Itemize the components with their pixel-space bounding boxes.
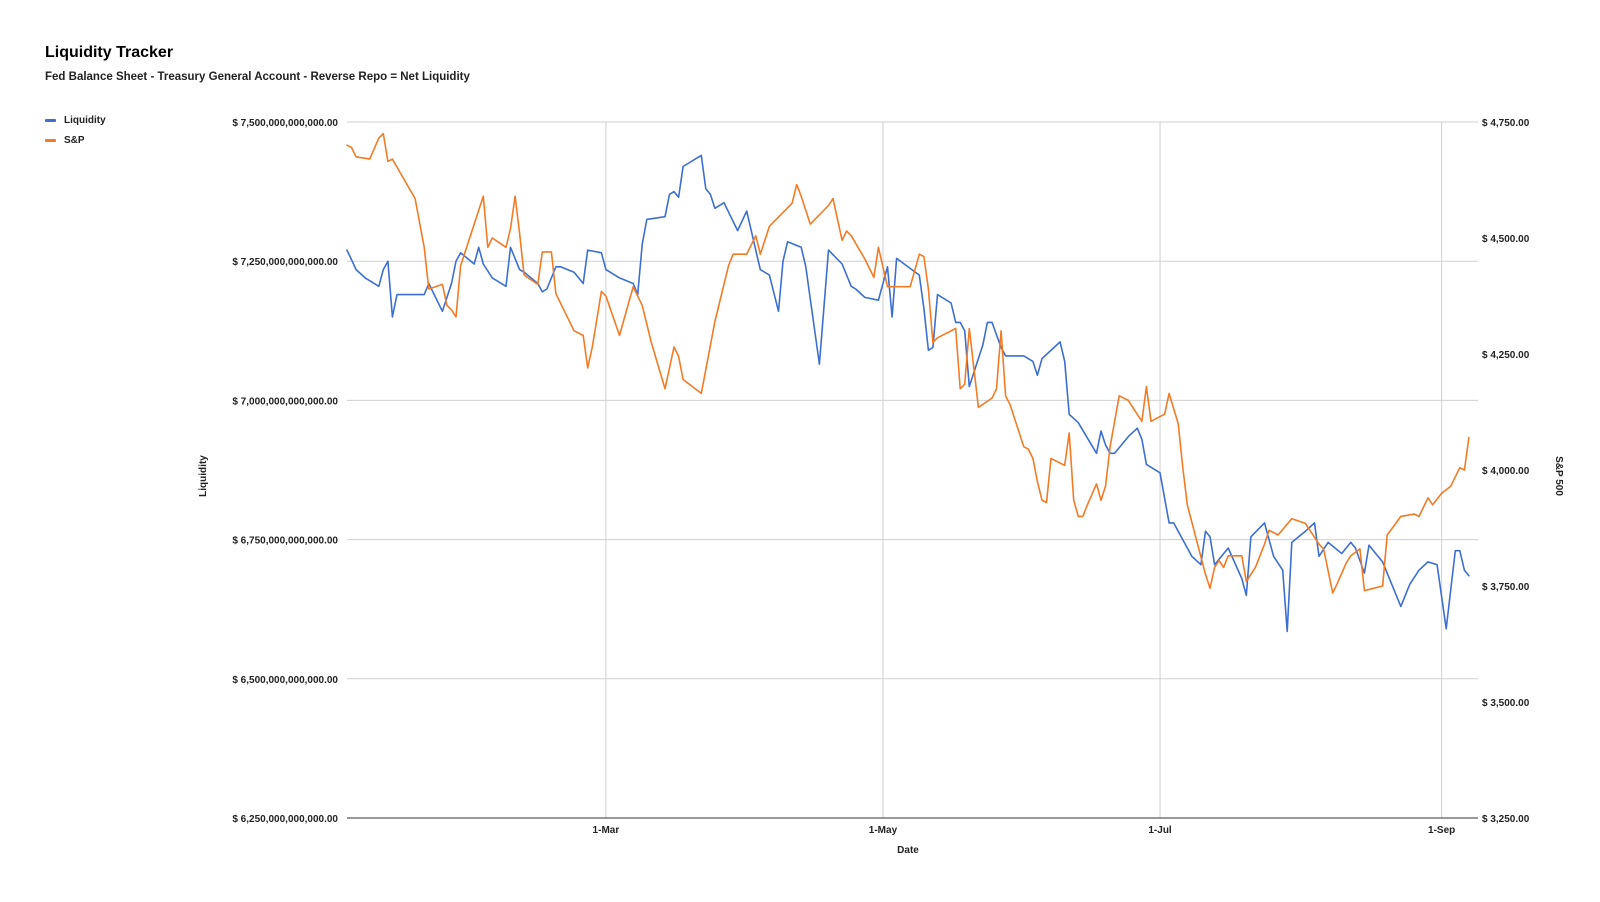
y-left-tick-label: $ 6,250,000,000,000.00 xyxy=(232,814,338,825)
y-right-tick-label: $ 3,750.00 xyxy=(1482,582,1530,593)
legend-label-liquidity: Liquidity xyxy=(64,114,106,126)
series-layer xyxy=(346,132,1470,633)
y-right-tick-label: $ 4,500.00 xyxy=(1482,234,1530,245)
x-tick-label: 1-Sep xyxy=(1428,825,1455,836)
y-left-tick-label: $ 7,250,000,000,000.00 xyxy=(232,257,338,268)
legend-item-liquidity[interactable]: Liquidity xyxy=(45,113,106,127)
y-left-tick-label: $ 7,500,000,000,000.00 xyxy=(232,118,338,129)
x-axis-label: Date xyxy=(897,845,919,856)
y-right-tick-label: $ 3,250.00 xyxy=(1482,814,1530,825)
x-tick-label: 1-Jul xyxy=(1148,825,1172,836)
y-right-tick-label: $ 4,000.00 xyxy=(1482,466,1530,477)
grid-layer xyxy=(347,121,1478,819)
y-axis-label-right: S&P 500 xyxy=(1553,456,1564,496)
y-left-tick-label: $ 7,000,000,000,000.00 xyxy=(232,396,338,407)
chart-subtitle: Fed Balance Sheet - Treasury General Acc… xyxy=(45,71,470,83)
y-right-tick-label: $ 4,250.00 xyxy=(1482,350,1530,361)
y-left-tick-label: $ 6,500,000,000,000.00 xyxy=(232,675,338,686)
y-axis-label-left: Liquidity xyxy=(198,455,209,497)
chart-title: Liquidity Tracker xyxy=(45,44,174,61)
series-line-sp[interactable] xyxy=(346,132,1470,594)
legend-swatch-liquidity xyxy=(45,118,56,122)
y-left-tick-label: $ 6,750,000,000,000.00 xyxy=(232,536,338,547)
legend-item-sp[interactable]: S&P xyxy=(45,133,106,147)
axis-layer: $ 7,500,000,000,000.00 $ 7,250,000,000,00… xyxy=(232,118,1529,836)
series-line-liquidity[interactable] xyxy=(346,154,1470,633)
x-tick-label: 1-Mar xyxy=(593,825,620,836)
y-right-tick-label: $ 4,750.00 xyxy=(1482,118,1530,129)
legend: Liquidity S&P xyxy=(45,113,106,153)
x-tick-label: 1-May xyxy=(869,825,898,836)
legend-label-sp: S&P xyxy=(64,134,85,146)
y-right-tick-label: $ 3,500.00 xyxy=(1482,698,1530,709)
legend-swatch-sp xyxy=(45,138,56,142)
